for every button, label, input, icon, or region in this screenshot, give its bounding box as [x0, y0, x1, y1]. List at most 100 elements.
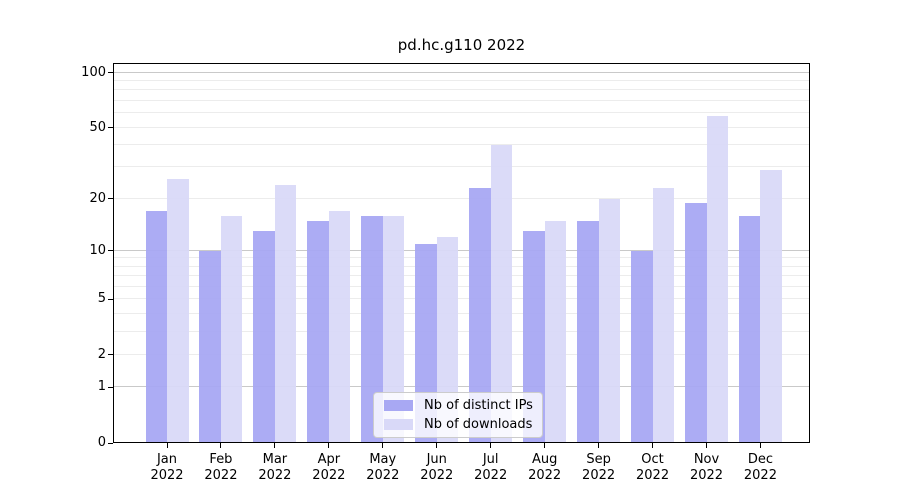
gridline-minor: [113, 265, 810, 267]
bar-downloads: [436, 237, 459, 443]
x-tick-label: Nov 2022: [676, 452, 738, 484]
y-tick-label: 100: [81, 64, 106, 80]
x-tick-label-year: 2022: [420, 468, 454, 483]
y-tick-label: 1: [97, 379, 106, 395]
chart-title: pd.hc.g110 2022: [397, 36, 526, 54]
x-tick-label-month: Sep: [586, 452, 611, 467]
x-tick-label-year: 2022: [312, 468, 346, 483]
x-tick: [544, 443, 546, 448]
x-tick-label: Sep 2022: [568, 452, 630, 484]
x-tick-label: Oct 2022: [622, 452, 684, 484]
gridline-minor: [113, 353, 810, 355]
y-tick: [108, 250, 113, 252]
x-tick-label: Jun 2022: [406, 452, 468, 484]
bar-distinct-ips: [685, 202, 707, 443]
gridline-minor: [113, 257, 810, 259]
y-tick-label: 0: [97, 435, 106, 450]
x-tick-label-month: Jul: [482, 452, 499, 467]
x-tick-label-month: May: [369, 452, 397, 467]
x-tick-label-month: Aug: [531, 452, 558, 467]
legend-entry-downloads: Nb of downloads: [384, 417, 542, 432]
x-tick-label: Aug 2022: [514, 452, 576, 484]
x-tick-label: Apr 2022: [298, 452, 360, 484]
gridline-minor: [113, 298, 810, 300]
x-tick-label-year: 2022: [366, 468, 400, 483]
x-tick-label: Jan 2022: [136, 452, 198, 484]
x-tick-label-year: 2022: [636, 468, 670, 483]
gridline-minor: [113, 126, 810, 128]
x-tick-label-month: Apr: [317, 452, 341, 467]
bar-downloads: [544, 220, 567, 443]
x-tick: [598, 443, 600, 448]
legend: Nb of distinct IPs Nb of downloads: [373, 392, 543, 438]
x-tick: [759, 443, 761, 448]
x-tick-label-month: Dec: [747, 452, 774, 467]
x-tick-label: Mar 2022: [244, 452, 306, 484]
y-tick: [108, 442, 113, 444]
x-tick-label-year: 2022: [258, 468, 292, 483]
x-tick-label-year: 2022: [204, 468, 238, 483]
legend-label-distinct-ips: Nb of distinct IPs: [424, 398, 533, 413]
x-tick: [220, 443, 222, 448]
x-tick-label-year: 2022: [150, 468, 184, 483]
bar-distinct-ips: [631, 250, 653, 443]
bar-distinct-ips: [523, 231, 545, 443]
x-tick: [490, 443, 492, 448]
x-tick-label-month: Oct: [641, 452, 664, 467]
y-tick-label: 10: [89, 242, 106, 258]
legend-label-downloads: Nb of downloads: [424, 417, 533, 432]
gridline-minor: [113, 312, 810, 314]
gridline-major: [113, 386, 810, 388]
x-tick-label-month: Jun: [426, 452, 447, 467]
x-tick-label: Jul 2022: [460, 452, 522, 484]
y-tick: [108, 354, 113, 356]
x-tick-label: May 2022: [352, 452, 414, 484]
x-tick-label-month: Feb: [209, 452, 233, 467]
x-tick: [706, 443, 707, 448]
y-tick: [108, 198, 113, 200]
bar-distinct-ips: [253, 231, 275, 443]
bar-downloads: [220, 215, 243, 443]
x-tick-label: Feb 2022: [190, 452, 252, 484]
x-tick: [436, 443, 438, 448]
y-tick: [108, 127, 113, 129]
bar-downloads: [382, 215, 405, 443]
bar-distinct-ips: [469, 188, 491, 443]
y-tick: [108, 386, 113, 388]
bar-downloads: [706, 115, 728, 443]
x-tick-label-year: 2022: [474, 468, 508, 483]
bar-distinct-ips: [199, 250, 221, 443]
x-tick-label: Dec 2022: [729, 452, 791, 484]
bar-downloads: [598, 198, 621, 443]
x-tick: [652, 443, 654, 448]
gridline-minor: [113, 330, 810, 332]
x-tick-label-year: 2022: [582, 468, 616, 483]
gridline-minor: [113, 144, 810, 146]
y-tick-label: 5: [97, 291, 106, 307]
x-tick-label-year: 2022: [528, 468, 562, 483]
x-tick: [328, 443, 330, 448]
gridline-major: [113, 249, 810, 251]
y-tick: [108, 72, 113, 74]
bar-downloads: [760, 170, 782, 443]
y-tick-label: 20: [89, 190, 106, 206]
bar-distinct-ips: [145, 211, 167, 443]
gridline-minor: [113, 166, 810, 168]
x-tick-label-month: Nov: [693, 452, 720, 467]
gridline-minor: [113, 285, 810, 287]
gridline-minor: [113, 80, 810, 82]
x-tick-label-month: Mar: [262, 452, 288, 467]
gridline-minor: [113, 100, 810, 101]
legend-swatch-downloads: [384, 419, 413, 430]
gridline-major: [113, 71, 810, 73]
legend-entry-distinct-ips: Nb of distinct IPs: [384, 398, 542, 413]
y-tick: [108, 298, 113, 300]
y-tick-label: 2: [97, 346, 106, 362]
bar-distinct-ips: [738, 215, 761, 443]
x-tick: [274, 443, 276, 448]
bar-downloads: [167, 178, 189, 443]
bar-downloads: [274, 184, 297, 443]
x-tick: [166, 443, 168, 448]
bar-downloads: [652, 188, 675, 443]
